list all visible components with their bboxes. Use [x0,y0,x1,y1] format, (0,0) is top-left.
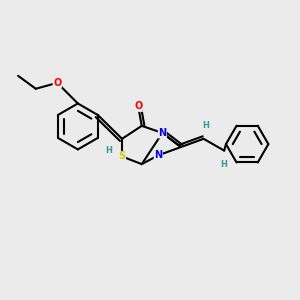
Text: N: N [154,150,162,160]
Text: S: S [118,152,126,161]
Text: N: N [158,128,166,138]
Text: O: O [134,101,142,111]
Text: O: O [53,78,61,88]
Text: H: H [105,146,112,155]
Text: H: H [220,160,227,169]
Text: H: H [202,122,209,130]
